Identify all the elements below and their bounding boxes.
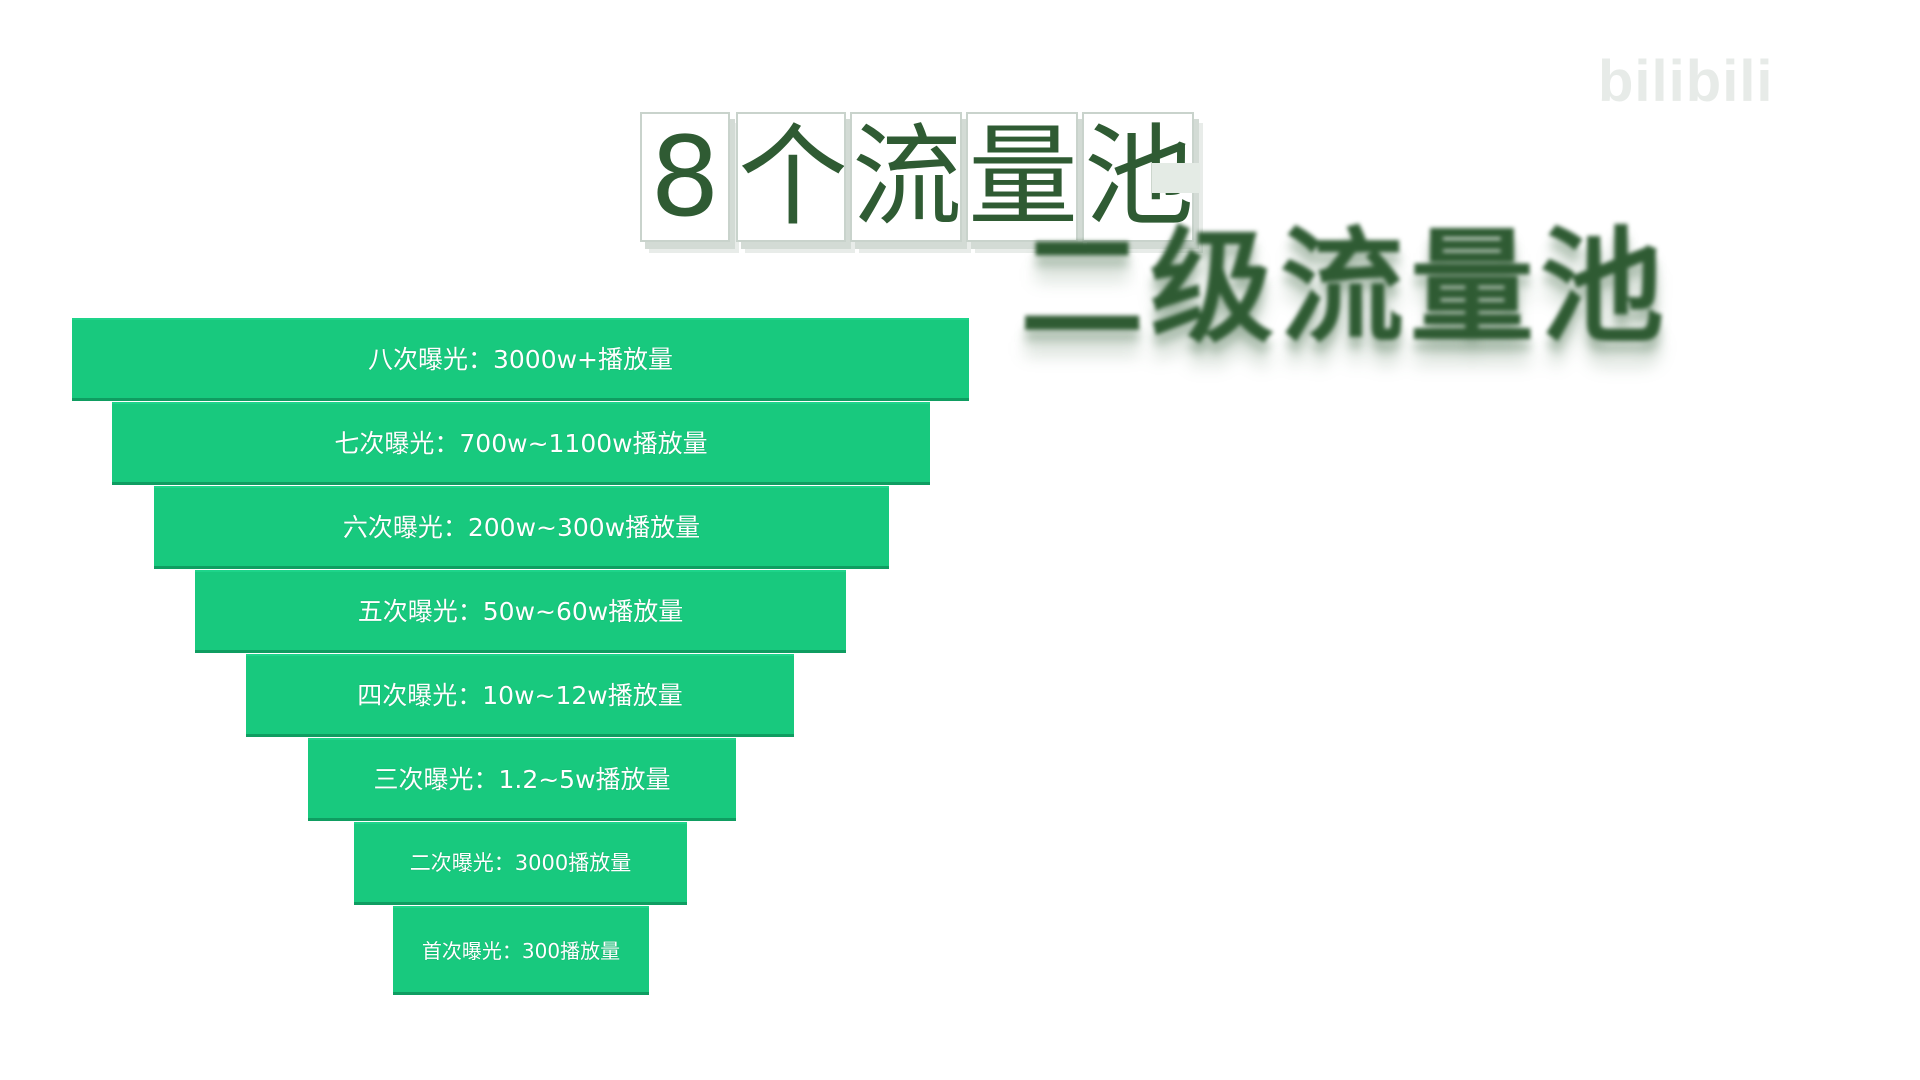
tier-label: 七次曝光：700w~1100w播放量: [334, 429, 708, 458]
title-tile-3: 流: [850, 112, 962, 242]
funnel-tier-3: 三次曝光：1.2~5w播放量: [308, 738, 736, 821]
tier-label: 三次曝光：1.2~5w播放量: [373, 765, 671, 794]
funnel-tier-2: 二次曝光：3000播放量: [354, 822, 687, 905]
tier-label: 六次曝光：200w~300w播放量: [342, 513, 701, 542]
title-accent-bar: [1152, 163, 1200, 193]
title-tile-1: 8: [640, 112, 730, 242]
funnel-tier-8: 八次曝光：3000w+播放量: [72, 318, 969, 401]
title-tile-2: 个: [736, 112, 846, 242]
subtitle: 二级流量池 二级流量池 二级流量池: [1020, 218, 1664, 384]
bilibili-watermark: bilibili: [1598, 49, 1774, 114]
subtitle-text: 二级流量池: [1020, 216, 1671, 360]
tier-label: 五次曝光：50w~60w播放量: [357, 597, 684, 626]
subtitle-shadow-far: 二级流量池: [1020, 242, 1671, 386]
funnel-tier-4: 四次曝光：10w~12w播放量: [246, 654, 794, 737]
subtitle-shadow-near: 二级流量池: [1020, 228, 1671, 372]
funnel-tier-1: 首次曝光：300播放量: [393, 906, 649, 995]
funnel-tier-5: 五次曝光：50w~60w播放量: [195, 570, 846, 653]
tier-label: 四次曝光：10w~12w播放量: [357, 681, 683, 710]
funnel-tier-6: 六次曝光：200w~300w播放量: [154, 486, 889, 569]
tier-label: 八次曝光：3000w+播放量: [367, 345, 674, 374]
tier-label: 二次曝光：3000播放量: [409, 851, 632, 875]
title-tile-4: 量: [966, 112, 1078, 242]
tier-label: 首次曝光：300播放量: [421, 938, 621, 963]
funnel-tier-7: 七次曝光：700w~1100w播放量: [112, 402, 930, 485]
title-tile-5: 池: [1082, 112, 1194, 242]
